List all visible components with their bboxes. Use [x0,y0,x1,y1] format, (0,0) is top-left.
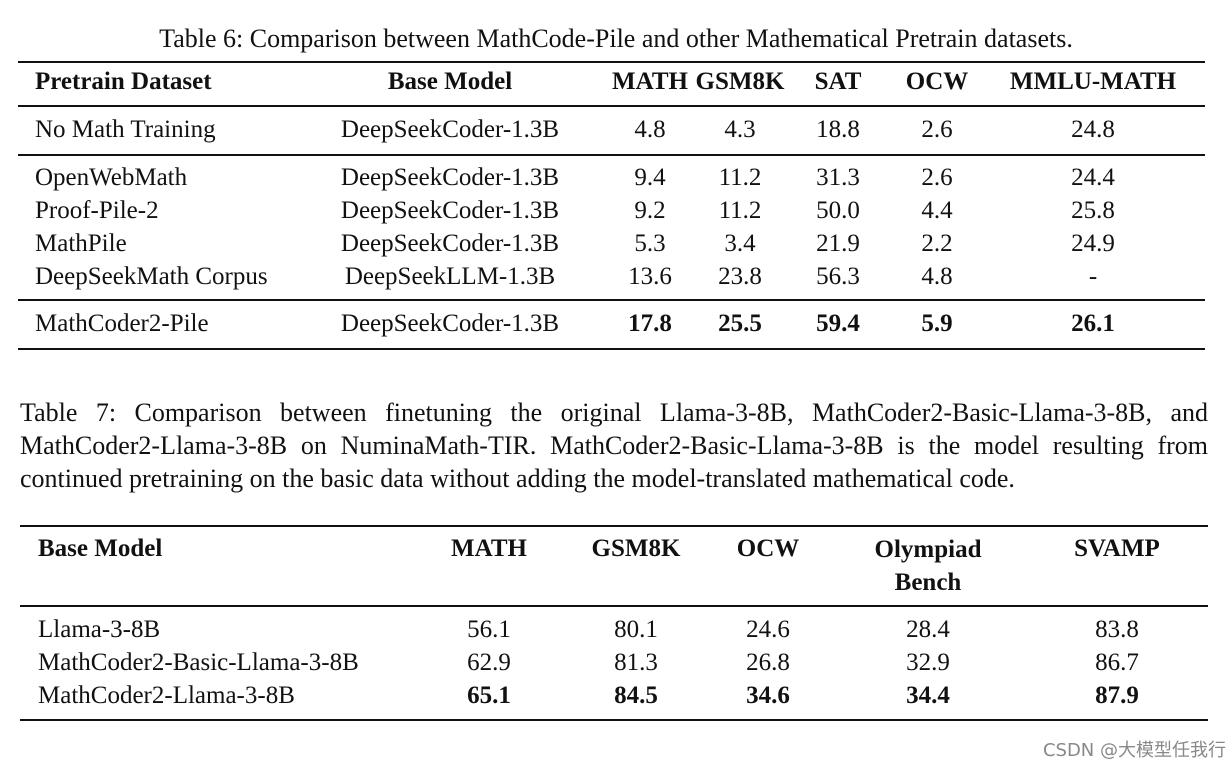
table-cell: 26.8 [746,649,790,676]
table-cell: Base Model [387,68,513,95]
watermark: CSDN @大模型任我行 [1042,740,1226,761]
table-cell: 34.6 [746,682,790,709]
table-caption: Table 6: Comparison between MathCode-Pil… [159,24,1073,53]
table-cell: 23.8 [718,263,762,290]
table-cell: MathCoder2-Llama-3-8B [38,682,295,709]
table-cell: 21.9 [816,230,860,257]
table-cell: 50.0 [816,197,860,224]
table-cell: 86.7 [1095,649,1139,676]
table-cell: 24.8 [1071,116,1115,143]
table-cell: 24.9 [1071,230,1115,257]
table-cell: 5.9 [921,310,953,337]
table-cell: SVAMP [1074,535,1160,562]
table-cell: 11.2 [718,197,762,224]
table-cell: 62.9 [467,649,511,676]
table-cell: DeepSeekCoder-1.3B [340,230,560,257]
table-cell: 2.6 [921,164,953,191]
table-cell: DeepSeekLLM-1.3B [344,263,556,290]
table-cell: OCW [905,68,969,95]
table-cell: 5.3 [634,230,666,257]
table-cell: 84.5 [614,682,658,709]
table-cell: DeepSeekMath Corpus [35,263,268,290]
table-rule [20,525,1208,527]
table-cell: 25.5 [718,310,762,337]
table-caption: Table 7: Comparison between finetuning t… [20,398,1208,493]
table-cell: MathCoder2-Basic-Llama-3-8B [38,649,359,676]
table-cell: 81.3 [614,649,658,676]
table-cell: No Math Training [35,116,216,143]
table-cell: 56.3 [816,263,860,290]
table-cell: GSM8K [695,68,785,95]
table-cell: 32.9 [906,649,950,676]
table-cell: 34.4 [906,682,950,709]
table-cell: 2.2 [921,230,953,257]
table-cell: 4.8 [921,263,953,290]
table-cell: MATH [451,535,527,562]
table-rule [18,299,1205,301]
table-cell: 24.4 [1071,164,1115,191]
table-cell: Llama-3-8B [38,616,161,643]
table-cell: Base Model [38,535,163,562]
table-cell: MathCoder2-Pile [35,310,209,337]
table-cell: 87.9 [1095,682,1139,709]
table-cell: 28.4 [906,616,950,643]
table-cell: 25.8 [1071,197,1115,224]
table-cell: DeepSeekCoder-1.3B [340,164,560,191]
table-cell: 26.1 [1071,310,1115,337]
table-rule [18,61,1205,63]
table-rule [20,719,1208,721]
table-cell: DeepSeekCoder-1.3B [340,197,560,224]
table-cell: 9.4 [634,164,666,191]
table-cell: 9.2 [634,197,666,224]
table-cell: 4.8 [634,116,666,143]
table-cell: Proof-Pile-2 [35,197,159,224]
table-cell: OCW [736,535,800,562]
table-rule [18,154,1205,156]
table-cell: MATH [612,68,688,95]
table-cell: 4.4 [921,197,953,224]
table-cell: 56.1 [467,616,511,643]
table-cell: SAT [814,68,862,95]
table-cell: 80.1 [614,616,658,643]
table-cell: 31.3 [816,164,860,191]
table-cell: MMLU-MATH [1009,68,1177,95]
table-cell: 2.6 [921,116,953,143]
table-cell: 18.8 [816,116,860,143]
table-rule [18,348,1205,350]
table-cell: OpenWebMath [35,164,188,191]
table-cell: GSM8K [591,535,681,562]
table-cell: Olympiad Bench [874,536,982,596]
table-cell: 83.8 [1095,616,1139,643]
table-cell: Pretrain Dataset [35,68,212,95]
table-cell: 24.6 [746,616,790,643]
table-cell: MathPile [35,230,127,257]
table-cell: 4.3 [724,116,756,143]
table-cell: - [1088,263,1098,290]
table-cell: 3.4 [724,230,756,257]
table-cell: 17.8 [628,310,672,337]
table-cell: 13.6 [628,263,672,290]
table-cell: 11.2 [718,164,762,191]
table-cell: DeepSeekCoder-1.3B [340,310,560,337]
table-cell: DeepSeekCoder-1.3B [340,116,560,143]
table-cell: 59.4 [816,310,860,337]
table-rule [18,105,1205,107]
table-rule [20,605,1208,607]
table-cell: 65.1 [467,682,511,709]
